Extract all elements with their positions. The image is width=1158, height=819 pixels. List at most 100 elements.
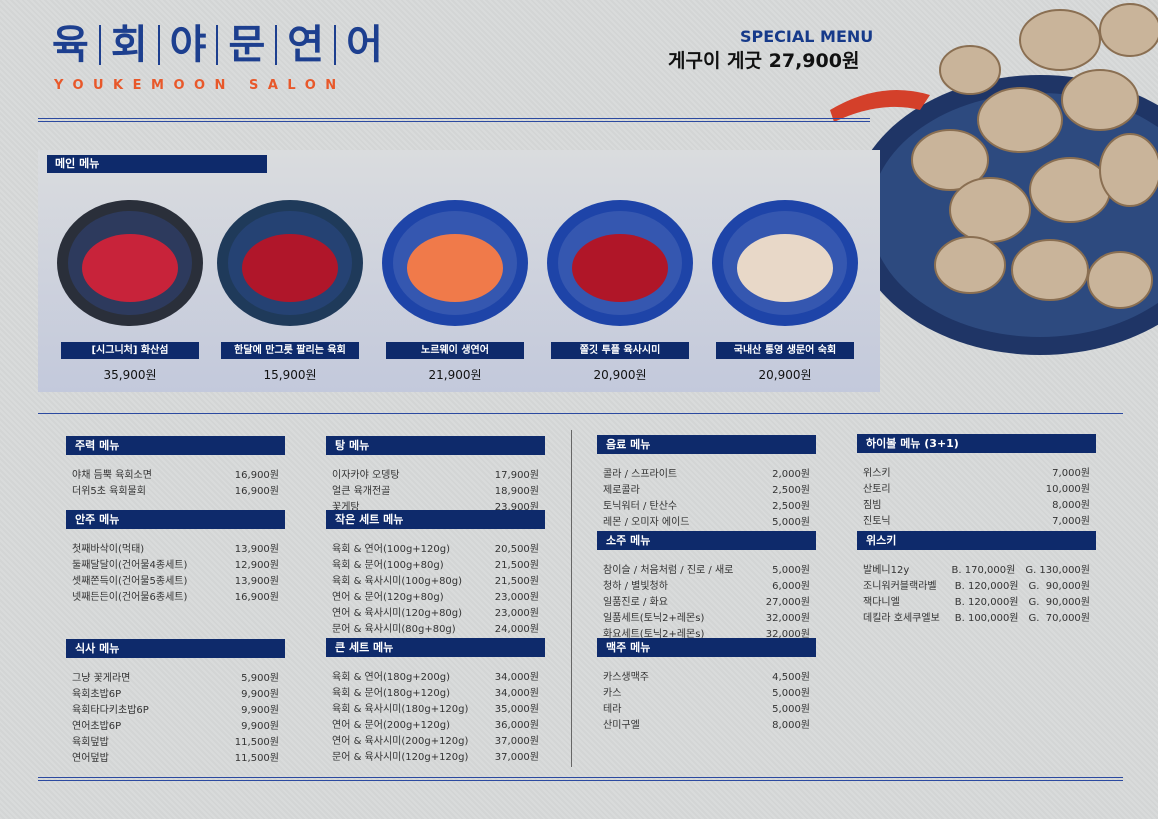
logo-char: 어	[346, 22, 383, 68]
item-price: 24,000원	[494, 624, 539, 635]
bottle-price: B. 120,000원	[954, 597, 1019, 608]
dish-name: 노르웨이 생연어	[386, 342, 524, 359]
item-price: 23,000원	[494, 592, 539, 603]
menu-item: 위스키 7,000원	[863, 466, 1090, 482]
menu-item: 카스생맥주 4,500원	[603, 670, 810, 686]
item-name: 셋째쫀득이(건어물5종세트)	[72, 576, 188, 587]
menu-item: 육회 & 연어(100g+120g) 20,500원	[332, 542, 539, 558]
item-name: 제로콜라	[603, 485, 640, 496]
item-price: 34,000원	[494, 672, 539, 683]
item-name: 발베니12y	[863, 565, 910, 576]
logo-char: 문	[228, 22, 266, 68]
menu-section: 소주 메뉴 참이슬 / 처음처럼 / 진로 / 새로 5,000원 청하 / 별빛청하…	[597, 531, 816, 643]
item-price: 21,500원	[494, 576, 539, 587]
menu-item: 연어 & 육사시미(200g+120g) 37,000원	[332, 734, 539, 750]
menu-item: 셋째쫀득이(건어물5종세트) 13,900원	[72, 574, 279, 590]
item-price: 5,000원	[772, 688, 810, 699]
menu-section: 식사 메뉴 그냥 꽃게라면 5,900원 육회초밥6P 9,900원 육회타다키초밥6P 9…	[66, 639, 285, 767]
menu-section-whisky: 위스키 발베니12y B. 170,000원 G. 130,000원 조니워커블랙라벨 B…	[857, 531, 1096, 627]
brand-subtitle: YOUKEMOON SALON	[54, 78, 346, 93]
menu-section: 안주 메뉴 첫째바삭이(먹태) 13,900원 둘째달달이(건어물4종세트) 12,90…	[66, 510, 285, 606]
menu-item: 제로콜라 2,500원	[603, 483, 810, 499]
item-price: 37,000원	[494, 752, 539, 763]
section-title: 식사 메뉴	[66, 639, 285, 658]
item-name: 연어초밥6P	[72, 721, 122, 732]
item-name: 육회 & 문어(100g+80g)	[332, 560, 444, 571]
menu-item: 야채 듬뿍 육회소면 16,900원	[72, 468, 279, 484]
item-name: 육회덮밥	[72, 737, 109, 748]
glass-price: G. 90,000원	[1028, 597, 1090, 608]
menu-item: 둘째달달이(건어물4종세트) 12,900원	[72, 558, 279, 574]
menu-item: 청하 / 별빛청하 6,000원	[603, 579, 810, 595]
item-name: 문어 & 육사시미(80g+80g)	[332, 624, 456, 635]
menu-item: 짐빔 8,000원	[863, 498, 1090, 514]
item-price: 35,000원	[494, 704, 539, 715]
item-name: 문어 & 육사시미(120g+120g)	[332, 752, 469, 763]
item-name: 짐빔	[863, 500, 882, 511]
item-name: 일품진로 / 화요	[603, 597, 668, 608]
section-title: 주력 메뉴	[66, 436, 285, 455]
item-name: 테라	[603, 704, 622, 715]
menu-item: 발베니12y B. 170,000원 G. 130,000원	[863, 563, 1090, 579]
menu-item: 육회타다키초밥6P 9,900원	[72, 703, 279, 719]
item-price: 9,900원	[241, 721, 279, 732]
menu-section: 음료 메뉴 콜라 / 스프라이트 2,000원 제로콜라 2,500원 토닉워터 / 탄산…	[597, 435, 816, 531]
bottle-price: B. 170,000원	[951, 565, 1016, 576]
menu-section: 하이볼 메뉴 (3+1) 위스키 7,000원 산토리 10,000원 짐빔 8,000원 진…	[857, 434, 1096, 530]
dish-card[interactable]: 한달에 만그릇 팔리는 육회 15,900원	[215, 198, 365, 382]
item-price: 13,900원	[234, 544, 279, 555]
item-price: 34,000원	[494, 688, 539, 699]
item-price: 5,000원	[772, 565, 810, 576]
menu-item: 카스 5,000원	[603, 686, 810, 702]
menu-item: 꽃게탕 23,900원	[332, 500, 539, 516]
item-name: 산토리	[863, 484, 891, 495]
divider	[38, 118, 870, 122]
item-price: 2,000원	[772, 469, 810, 480]
menu-item: 토닉워터 / 탄산수 2,500원	[603, 499, 810, 515]
item-price: 5,900원	[241, 673, 279, 684]
section-title: 작은 세트 메뉴	[326, 510, 545, 529]
item-price: 13,900원	[234, 576, 279, 587]
dish-card[interactable]: 국내산 통영 생문어 숙회 20,900원	[710, 198, 860, 382]
dish-card[interactable]: 노르웨이 생연어 21,900원	[380, 198, 530, 382]
menu-section: 큰 세트 메뉴 육회 & 연어(180g+200g) 34,000원 육회 & 문어(…	[326, 638, 545, 766]
item-name: 첫째바삭이(먹태)	[72, 544, 145, 555]
divider	[38, 413, 1123, 414]
dish-card[interactable]: 쫄깃 투플 육사시미 20,900원	[545, 198, 695, 382]
item-name: 연어 & 육사시미(200g+120g)	[332, 736, 469, 747]
dish-image	[217, 200, 363, 326]
item-name: 육회 & 육사시미(180g+120g)	[332, 704, 469, 715]
column-divider	[571, 430, 572, 767]
item-name: 둘째달달이(건어물4종세트)	[72, 560, 188, 571]
dish-name: 쫄깃 투플 육사시미	[551, 342, 689, 359]
menu-item: 연어초밥6P 9,900원	[72, 719, 279, 735]
item-price: 2,500원	[772, 485, 810, 496]
item-price: 16,900원	[234, 592, 279, 603]
item-price: 11,500원	[234, 753, 279, 764]
dish-card[interactable]: [시그니처] 화산섬 35,900원	[55, 198, 205, 382]
item-price: 17,900원	[494, 470, 539, 481]
section-title: 소주 메뉴	[597, 531, 816, 550]
logo-char: 육	[52, 22, 89, 68]
menu-item: 잭다니엘 B. 120,000원 G. 90,000원	[863, 595, 1090, 611]
dish-image	[57, 200, 203, 326]
menu-item: 진토닉 7,000원	[863, 514, 1090, 530]
item-price: 16,900원	[234, 486, 279, 497]
item-name: 레몬 / 오미자 에이드	[603, 517, 690, 528]
main-menu-title: 메인 메뉴	[47, 155, 267, 173]
item-name: 조니워커블랙라벨	[863, 581, 937, 592]
item-price: 8,000원	[1052, 500, 1090, 511]
section-title: 위스키	[857, 531, 1096, 550]
item-name: 연어 & 육사시미(120g+80g)	[332, 608, 463, 619]
menu-item: 문어 & 육사시미(120g+120g) 37,000원	[332, 750, 539, 766]
item-price: 16,900원	[234, 470, 279, 481]
menu-item: 조니워커블랙라벨 B. 120,000원 G. 90,000원	[863, 579, 1090, 595]
menu-item: 연어 & 육사시미(120g+80g) 23,000원	[332, 606, 539, 622]
item-name: 연어 & 문어(120g+80g)	[332, 592, 444, 603]
item-name: 산미구엘	[603, 720, 640, 731]
menu-item: 육회 & 육사시미(100g+80g) 21,500원	[332, 574, 539, 590]
dish-price: 15,900원	[263, 368, 317, 382]
item-name: 얼큰 육개전골	[332, 486, 391, 497]
menu-section: 맥주 메뉴 카스생맥주 4,500원 카스 5,000원 테라 5,000원 산미구엘 8,00…	[597, 638, 816, 734]
item-price: 18,900원	[494, 486, 539, 497]
